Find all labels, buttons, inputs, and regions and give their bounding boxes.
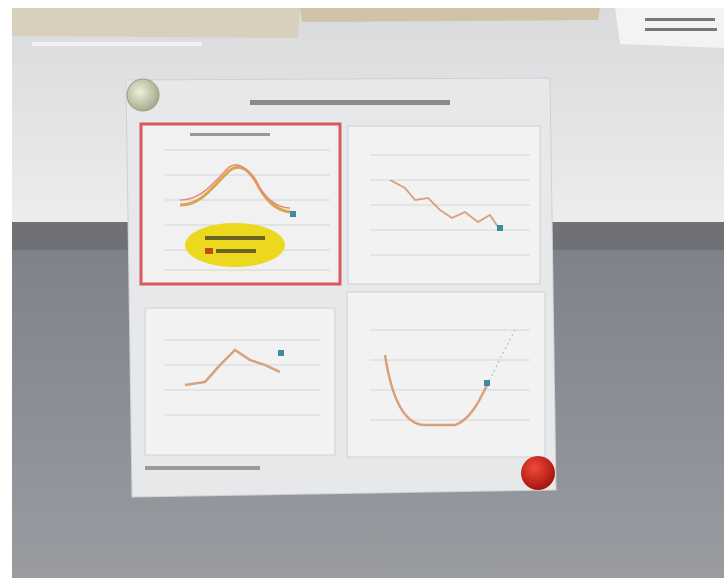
paper-text [645, 18, 715, 21]
pushpin [127, 79, 159, 111]
marker [290, 211, 296, 217]
poster-title [250, 100, 450, 105]
marker [484, 380, 490, 386]
badge-text [205, 236, 265, 240]
chart-heading [190, 133, 270, 136]
chart-panel [145, 308, 335, 455]
photo [0, 0, 724, 581]
paper-top-middle [300, 8, 600, 22]
chart-panel [347, 292, 545, 457]
paper-text [645, 28, 717, 31]
badge-text [205, 248, 213, 254]
badge-text [216, 249, 256, 253]
paper-top-left [12, 8, 300, 38]
marker [278, 350, 284, 356]
page [0, 0, 724, 581]
marker [497, 225, 503, 231]
highlight-badge [185, 223, 285, 267]
poster-footer [145, 466, 260, 470]
magnet [521, 456, 555, 490]
paper-edge [32, 42, 202, 46]
